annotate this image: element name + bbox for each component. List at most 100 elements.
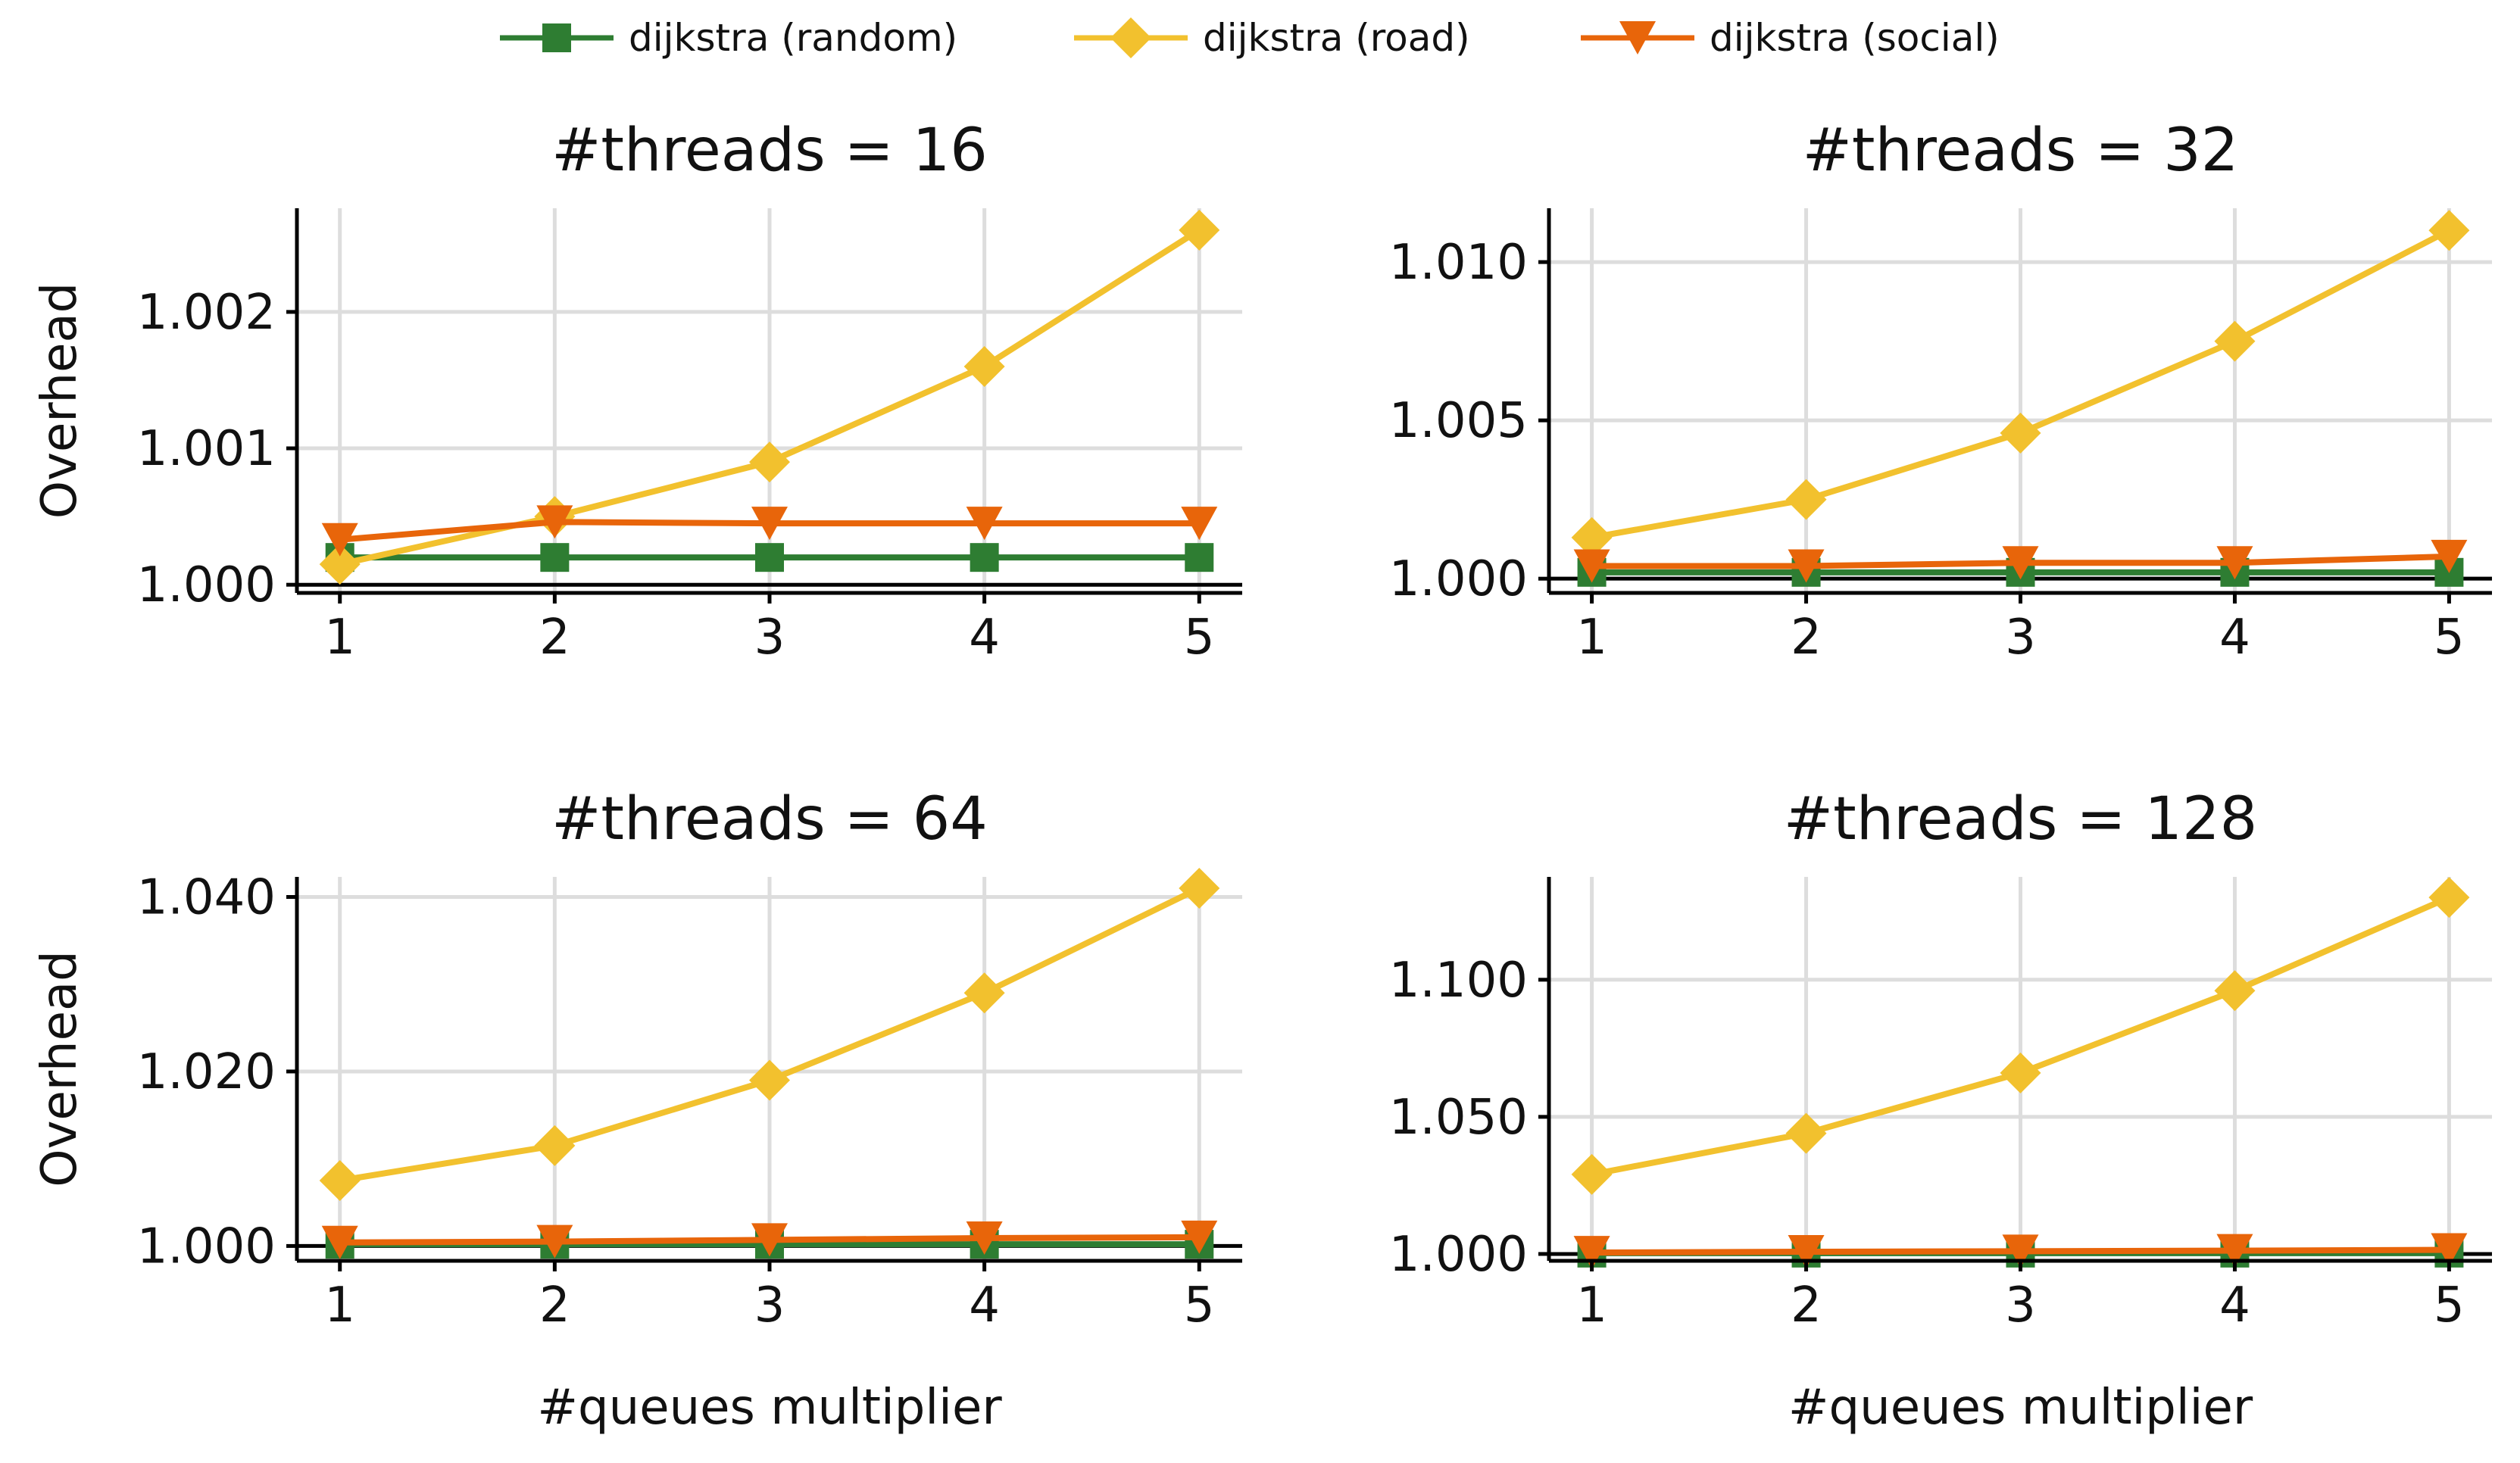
data-point <box>1573 1236 1610 1270</box>
subplot-title: #threads = 32 <box>1803 117 2239 185</box>
subplot-title: #threads = 64 <box>551 785 988 853</box>
x-tick-label: 2 <box>1791 610 1822 666</box>
x-tick-label: 2 <box>1791 1277 1822 1334</box>
data-point <box>536 1224 573 1259</box>
data-point <box>966 507 1003 541</box>
legend: dijkstra (random) dijkstra (road) dijkstra… <box>500 16 2000 60</box>
legend-item-triangle-down: dijkstra (social) <box>1581 16 2000 60</box>
legend-item-square: dijkstra (random) <box>500 16 957 60</box>
data-point <box>2214 320 2256 362</box>
data-point <box>1788 549 1825 583</box>
data-point <box>751 1223 788 1257</box>
series-diamond <box>1571 210 2470 558</box>
x-tick-label: 1 <box>1576 1277 1607 1334</box>
data-point <box>963 972 1005 1014</box>
data-point <box>2002 1234 2039 1268</box>
x-tick-label: 5 <box>1184 610 1215 666</box>
subplot-3: 1 2 3 4 5 1.000 1.020 1.040 #threads = 64 Overhea… <box>32 785 1242 1436</box>
data-point <box>2002 546 2039 580</box>
data-point <box>2214 970 2256 1012</box>
data-point <box>540 543 570 572</box>
data-point <box>749 441 790 483</box>
x-tick-label: 1 <box>1576 610 1607 666</box>
x-tick-label: 2 <box>539 610 570 666</box>
subplot-1: 1 2 3 4 5 1.000 1.001 1.002 #threads = 16 Overhea… <box>32 117 1242 666</box>
legend-marker <box>1619 21 1656 55</box>
data-point <box>319 544 361 585</box>
data-point <box>2431 539 2468 573</box>
x-tick-label: 2 <box>539 1277 570 1334</box>
subplot-title: #threads = 16 <box>551 117 988 185</box>
data-point <box>1181 507 1218 541</box>
data-point <box>970 543 999 572</box>
data-point <box>2000 412 2041 454</box>
y-tick-label: 1.000 <box>137 557 276 613</box>
y-tick-label: 1.005 <box>1389 393 1528 449</box>
data-point <box>755 543 784 572</box>
subplot-2: 1 2 3 4 5 1.000 1.005 1.010 #threads = 32 <box>1389 117 2492 666</box>
x-tick-label: 3 <box>2005 610 2036 666</box>
series-diamond <box>319 867 1220 1201</box>
data-point <box>2428 877 2470 919</box>
data-point <box>1573 549 1610 583</box>
legend-marker <box>542 23 571 52</box>
x-tick-label: 3 <box>754 1277 785 1334</box>
x-axis-label: #queues multiplier <box>537 1380 1002 1436</box>
legend-item-diamond: dijkstra (road) <box>1074 16 1470 60</box>
data-point <box>321 522 358 557</box>
series-square <box>325 543 1214 572</box>
y-tick-label: 1.050 <box>1389 1090 1528 1146</box>
y-tick-label: 1.010 <box>1389 235 1528 291</box>
data-point <box>1785 479 1827 520</box>
data-point <box>2216 546 2253 580</box>
legend-label: dijkstra (social) <box>1710 16 2000 60</box>
x-tick-label: 1 <box>324 1277 355 1334</box>
data-point <box>1185 543 1214 572</box>
y-axis-label: Overhead <box>32 950 88 1187</box>
data-point <box>963 345 1005 387</box>
x-tick-label: 4 <box>2219 1277 2250 1334</box>
data-point <box>1571 1153 1613 1195</box>
data-point <box>1571 516 1613 558</box>
y-tick-label: 1.000 <box>137 1218 276 1274</box>
data-point <box>1179 867 1220 909</box>
y-tick-label: 1.002 <box>137 285 276 341</box>
data-point <box>2431 1233 2468 1267</box>
y-tick-label: 1.001 <box>137 421 276 477</box>
data-point <box>321 1225 358 1259</box>
x-tick-label: 3 <box>2005 1277 2036 1334</box>
y-tick-label: 1.020 <box>137 1044 276 1100</box>
legend-label: dijkstra (random) <box>629 16 957 60</box>
data-point <box>966 1221 1003 1256</box>
subplot-title: #threads = 128 <box>1784 785 2258 853</box>
x-tick-label: 4 <box>969 610 1000 666</box>
x-tick-label: 4 <box>2219 610 2250 666</box>
series-diamond <box>1571 877 2470 1195</box>
x-tick-label: 3 <box>754 610 785 666</box>
x-tick-label: 1 <box>324 610 355 666</box>
data-point <box>2000 1052 2041 1093</box>
x-tick-label: 4 <box>969 1277 1000 1334</box>
x-tick-label: 5 <box>2434 610 2465 666</box>
y-tick-label: 1.000 <box>1389 551 1528 607</box>
y-tick-label: 1.000 <box>1389 1227 1528 1283</box>
data-point <box>319 1159 361 1201</box>
legend-label: dijkstra (road) <box>1203 16 1470 60</box>
data-point <box>749 1059 790 1101</box>
data-point <box>1788 1235 1825 1269</box>
series-triangle-down <box>1573 1233 2468 1270</box>
y-tick-label: 1.100 <box>1389 953 1528 1009</box>
y-axis-label: Overhead <box>32 282 88 519</box>
data-point <box>2216 1234 2253 1268</box>
data-point <box>751 507 788 541</box>
data-point <box>2428 210 2470 251</box>
series-triangle-down <box>321 505 1218 557</box>
data-point <box>1181 1220 1218 1254</box>
data-point <box>536 505 573 539</box>
data-point <box>1785 1112 1827 1154</box>
x-tick-label: 5 <box>1184 1277 1215 1334</box>
data-point <box>1179 209 1220 251</box>
grid <box>1549 208 2492 593</box>
